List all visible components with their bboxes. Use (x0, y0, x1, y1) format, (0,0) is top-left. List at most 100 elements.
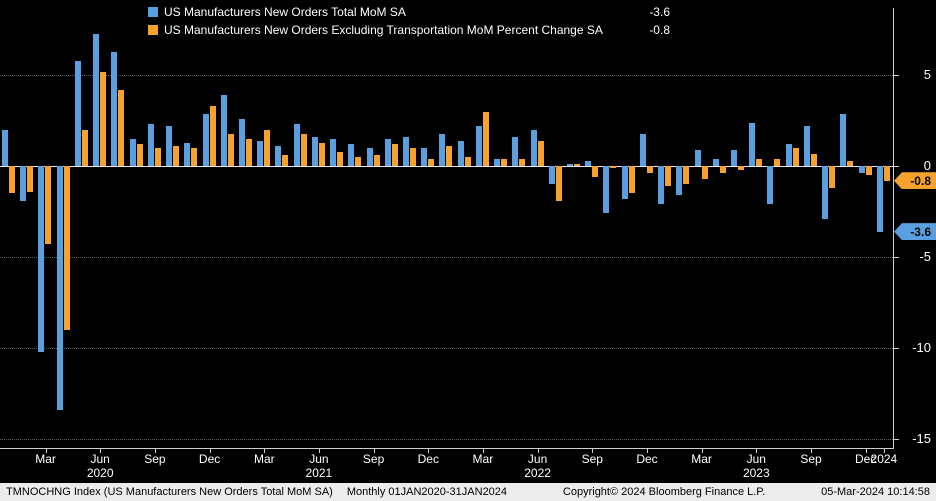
legend: US Manufacturers New Orders Total MoM SA… (148, 4, 670, 37)
bar-ex-transport (665, 166, 672, 187)
bar-total (257, 140, 264, 167)
last-value-badge: -0.8 (894, 172, 936, 190)
x-tick-mark (45, 448, 47, 453)
bar-ex-transport (738, 166, 744, 170)
bar-total (512, 137, 519, 167)
bar-ex-transport (610, 166, 617, 168)
bar-ex-transport (646, 166, 653, 174)
y-tick-mark (893, 75, 899, 77)
bar-total (712, 158, 719, 167)
x-axis-year-label: 2021 (305, 466, 333, 480)
bar-total (876, 166, 883, 232)
bar-ex-transport (409, 148, 416, 167)
bar-total (639, 133, 646, 167)
y-tick-mark (893, 348, 899, 349)
bar-ex-transport (154, 148, 161, 167)
bar-ex-transport (282, 155, 289, 167)
y-axis-tick-label: 5 (923, 67, 931, 83)
bar-total (147, 124, 154, 167)
bar-total (803, 126, 810, 167)
x-tick-mark (318, 448, 320, 453)
bar-ex-transport (264, 129, 271, 167)
bar-total (348, 144, 355, 167)
legend-last-value: -0.8 (649, 22, 670, 37)
bar-ex-transport (719, 166, 726, 174)
gridline (0, 348, 893, 349)
x-axis-tick-label: Jun 2022 (524, 452, 551, 480)
bar-ex-transport (118, 89, 125, 167)
date-range: Monthly 01JAN2020-31JAN2024 (346, 486, 508, 498)
bar-ex-transport (810, 153, 817, 167)
bar-ex-transport (300, 133, 307, 167)
bar-ex-transport (391, 144, 398, 167)
bar-ex-transport (829, 166, 836, 188)
bar-ex-transport (27, 166, 34, 192)
x-axis-year-label: 2023 (742, 466, 770, 480)
x-axis-tick-label: Dec (855, 452, 877, 466)
x-tick-mark (428, 448, 430, 453)
bar-total (567, 164, 573, 167)
bar-total (111, 51, 118, 167)
bar-ex-transport (9, 166, 15, 194)
y-axis-tick-label: -5 (919, 249, 931, 265)
bar-ex-transport (555, 166, 562, 201)
bar-total (421, 148, 428, 167)
y-tick-mark (893, 166, 899, 168)
x-tick-mark (883, 448, 885, 453)
y-axis-tick-label: 0 (923, 158, 931, 174)
bar-ex-transport (173, 146, 179, 167)
x-tick-mark (811, 448, 812, 453)
bar-total (238, 118, 245, 167)
bar-total (38, 166, 45, 352)
bar-total (694, 149, 701, 167)
bar-ex-transport (883, 166, 890, 181)
bar-total (621, 166, 628, 199)
bar-total (166, 126, 172, 167)
x-tick-mark (482, 448, 484, 453)
bar-total (439, 133, 446, 167)
x-axis-tick-label: Dec (417, 452, 439, 466)
bar-total (548, 166, 555, 185)
bar-ex-transport (136, 144, 143, 167)
bar-ex-transport (574, 164, 580, 167)
bar-total (220, 95, 227, 167)
x-tick-mark (209, 448, 211, 453)
bar-ex-transport (464, 157, 471, 167)
bar-total (494, 158, 501, 167)
bar-total (822, 166, 829, 219)
legend-last-value: -3.6 (649, 4, 670, 19)
legend-label: US Manufacturers New Orders Excluding Tr… (164, 22, 603, 37)
y-tick-mark (893, 438, 899, 440)
bar-ex-transport (63, 166, 70, 330)
x-tick-mark (865, 448, 867, 453)
security-description: TMNOCHNG Index (US Manufacturers New Ord… (6, 486, 333, 498)
bar-ex-transport (446, 146, 453, 167)
x-axis-tick-label: Jun 2023 (742, 452, 770, 480)
y-tick-mark (893, 257, 899, 259)
bar-total (366, 148, 373, 167)
bar-ex-transport (245, 138, 252, 167)
x-tick-mark (100, 448, 102, 453)
legend-item-ex-transport[interactable]: US Manufacturers New Orders Excluding Tr… (148, 22, 670, 37)
gridline (0, 75, 893, 77)
x-axis-tick-label: Mar (35, 452, 56, 466)
bar-ex-transport (428, 158, 435, 167)
bar-total (457, 140, 464, 167)
x-axis-tick-label: Dec (198, 452, 221, 466)
bar-total (20, 166, 27, 201)
bar-total (202, 113, 209, 167)
bar-total (330, 138, 336, 167)
copyright-text: Copyright© 2024 Bloomberg Finance L.P. (562, 486, 766, 498)
bar-ex-transport (774, 158, 781, 167)
x-axis-line (0, 448, 894, 449)
x-tick-mark (264, 448, 266, 453)
bar-total (402, 137, 409, 167)
legend-item-total[interactable]: US Manufacturers New Orders Total MoM SA… (148, 4, 670, 19)
x-axis-tick-label: 2024 (871, 452, 898, 466)
plot-area[interactable]: US Manufacturers New Orders Total MoM SA… (0, 0, 936, 483)
x-axis-tick-label: Jun 2021 (305, 452, 333, 480)
x-tick-mark (701, 448, 703, 453)
bar-total (530, 129, 537, 167)
x-axis-tick-label: Sep (362, 452, 385, 466)
